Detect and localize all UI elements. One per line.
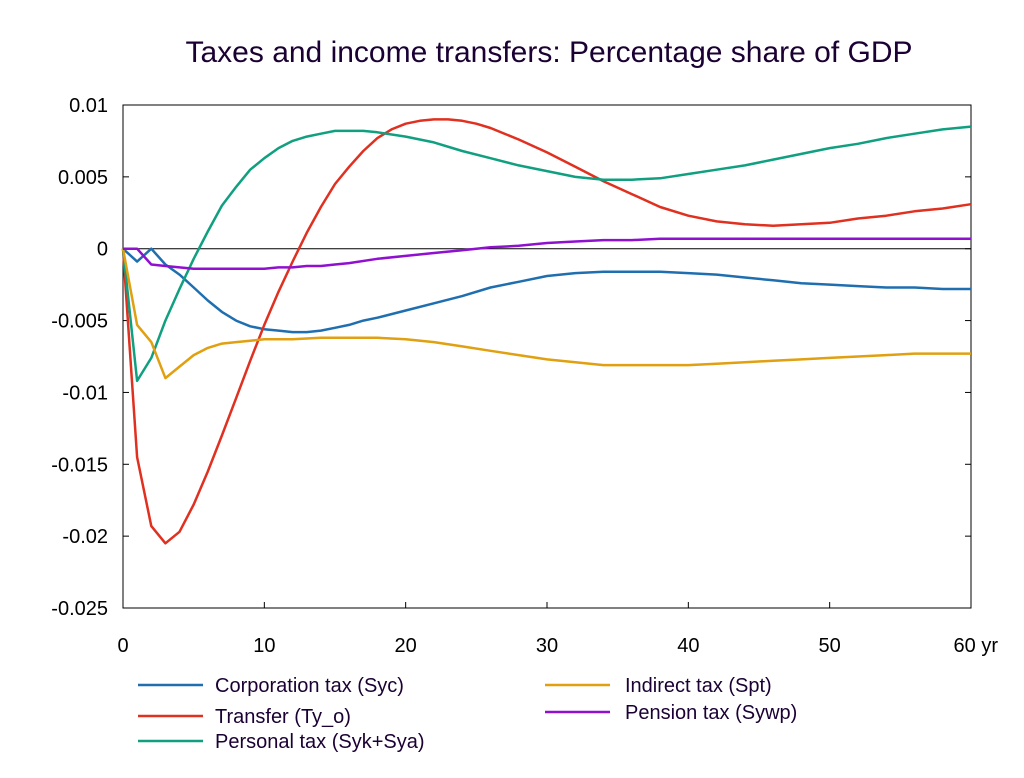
x-tick-label: 50 — [819, 635, 841, 657]
x-axis: 0 10 20 30 40 50 60 yr — [117, 602, 998, 657]
series-line-0 — [122, 247, 971, 334]
legend-label-2: Personal tax (Syk+Sya) — [215, 731, 425, 753]
y-tick-label: -0.025 — [51, 598, 108, 620]
chart-title: Taxes and income transfers: Percentage s… — [185, 36, 912, 69]
y-tick-label: -0.02 — [62, 526, 108, 548]
legend-label-3: Indirect tax (Spt) — [625, 675, 772, 697]
x-tick-label: 10 — [253, 635, 275, 657]
series-line-2 — [121, 125, 972, 383]
y-tick-label: 0.005 — [58, 167, 108, 189]
legend-label-0: Corporation tax (Syc) — [215, 675, 404, 697]
x-tick-label: 20 — [395, 635, 417, 657]
series-line-4 — [123, 237, 971, 271]
y-tick-label: -0.005 — [51, 311, 108, 333]
y-tick-label: 0 — [97, 239, 108, 261]
series-line-3 — [121, 248, 971, 380]
x-tick-label: 60 yr — [954, 635, 999, 657]
series-layer — [121, 118, 972, 545]
legend-label-1: Transfer (Ty_o) — [215, 706, 351, 728]
y-tick-label: -0.015 — [51, 454, 108, 476]
x-tick-label: 30 — [536, 635, 558, 657]
legend-label-4: Pension tax (Sywp) — [625, 702, 797, 724]
x-tick-label: 0 — [117, 635, 128, 657]
y-tick-label: 0.01 — [69, 95, 108, 117]
series-line-1 — [121, 118, 972, 545]
y-axis: 0.01 0.005 0 -0.005 -0.01 -0.015 -0.02 -0.025 — [51, 95, 971, 620]
legend: Corporation tax (Syc) Transfer (Ty_o) Pers… — [138, 675, 797, 753]
x-tick-label: 40 — [677, 635, 699, 657]
y-tick-label: -0.01 — [62, 382, 108, 404]
